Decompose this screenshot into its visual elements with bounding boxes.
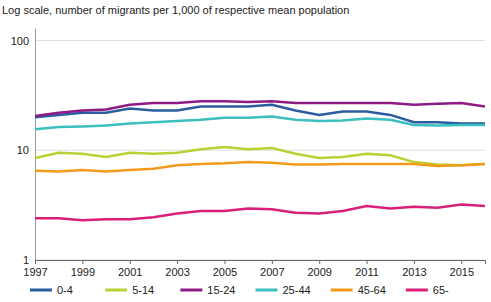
y-axis: 1 10 100 [11, 29, 36, 267]
x-tick-label: 2009 [307, 266, 331, 278]
legend-label: 0-4 [57, 284, 73, 296]
legend: 0-4 5-14 15-24 25-44 45-64 65- [30, 284, 449, 296]
legend-swatch [331, 289, 353, 292]
x-tick-mark [177, 260, 178, 264]
x-tick-mark [82, 260, 83, 264]
series-line [35, 162, 485, 171]
legend-swatch [180, 289, 202, 292]
grid-line [35, 150, 485, 151]
y-tick-label: 100 [11, 35, 29, 47]
legend-label: 15-24 [207, 284, 235, 296]
grid [35, 41, 485, 260]
x-tick-mark [414, 260, 415, 264]
y-tick-label: 1 [23, 254, 29, 266]
lines [35, 101, 485, 220]
x-tick-label: 2013 [402, 266, 426, 278]
legend-label: 65- [433, 284, 449, 296]
x-tick: 2001 [118, 260, 142, 278]
chart: Log scale, number of migrants per 1,000 … [0, 0, 491, 302]
x-tick-label: 1999 [71, 266, 95, 278]
x-tick: 2015 [450, 260, 474, 278]
y-axis-line [35, 29, 36, 261]
x-tick: 1997 [23, 260, 47, 278]
x-tick-label: 2003 [165, 266, 189, 278]
grid-line [35, 40, 485, 41]
x-tick-mark [272, 260, 273, 264]
x-tick: 2009 [307, 260, 331, 278]
legend-swatch [256, 289, 278, 292]
y-tick: 100 [11, 35, 35, 47]
x-tick: 2007 [260, 260, 284, 278]
series-line [35, 117, 485, 130]
x-tick: 2013 [402, 260, 426, 278]
x-tick: 1999 [71, 260, 95, 278]
title: Log scale, number of migrants per 1,000 … [2, 4, 349, 16]
legend-swatch [105, 289, 127, 292]
y-tick-label: 10 [17, 144, 29, 156]
x-tick-label: 2011 [355, 266, 379, 278]
y-tick: 1 [23, 254, 35, 266]
x-tick-label: 2007 [260, 266, 284, 278]
legend-label: 5-14 [132, 284, 154, 296]
x-tick-mark [224, 260, 225, 264]
x-tick-mark [35, 260, 36, 264]
x-tick-label: 2005 [213, 266, 237, 278]
x-tick-mark [319, 260, 320, 264]
x-axis: 1997 1999 2001 2003 2005 2007 2009 2011 2013 2015 [23, 260, 485, 278]
x-tick: 2005 [213, 260, 237, 278]
series-line [35, 105, 485, 124]
legend-swatch [406, 289, 428, 292]
legend-label: 25-44 [283, 284, 311, 296]
x-tick-label: 2015 [450, 266, 474, 278]
legend-label: 45-64 [358, 284, 386, 296]
x-tick: 2003 [165, 260, 189, 278]
x-tick-mark [130, 260, 131, 264]
legend-swatch [30, 289, 52, 292]
y-tick: 10 [17, 144, 35, 156]
x-tick-mark [461, 260, 462, 264]
x-tick: 2011 [355, 260, 379, 278]
x-tick-mark [367, 260, 368, 264]
x-tick-label: 1997 [23, 266, 47, 278]
x-axis-line [36, 261, 486, 265]
series-line [35, 101, 485, 116]
x-tick-label: 2001 [118, 266, 142, 278]
series-line [35, 205, 485, 221]
